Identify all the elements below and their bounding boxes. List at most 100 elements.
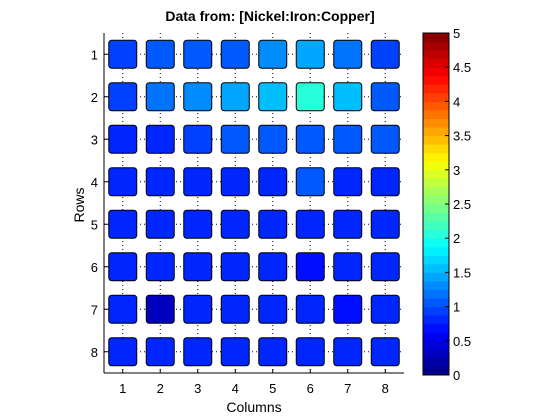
colorbar-tick-label: 0 [453,368,460,383]
colorbar-tick-label: 1 [453,300,460,315]
heatmap-cell [295,209,325,239]
heatmap-cell [145,209,175,239]
colorbar-segment [423,323,449,333]
y-tick-label: 6 [91,260,98,275]
colorbar-segment [423,101,449,111]
colorbar-segment [423,212,449,222]
colorbar-segment [423,238,449,248]
heatmap-cell [258,209,288,239]
heatmap-cell [295,294,325,324]
heatmap-cell [220,82,250,112]
heatmap-cell [370,209,400,239]
heatmap-cell [220,39,250,69]
heatmap-cell [333,252,363,282]
colorbar-segment [423,41,449,51]
colorbar-segment [423,315,449,325]
heatmap-cell [145,39,175,69]
colorbar-segment [423,357,449,367]
colorbar-tick-label: 3.5 [453,129,471,144]
colorbar-segment [423,50,449,60]
colorbar-segment [423,272,449,282]
heatmap-cell [370,167,400,197]
x-tick-label: 4 [232,381,239,396]
colorbar-segment [423,144,449,154]
heatmap-cell [108,294,138,324]
colorbar-segment [423,135,449,145]
colorbar-tick-label: 4.5 [453,60,471,75]
colorbar-segment [423,332,449,342]
x-tick-label: 5 [269,381,276,396]
heatmap-cell [370,294,400,324]
heatmap-cell [145,124,175,154]
heatmap-cell [333,294,363,324]
colorbar-segment [423,152,449,162]
y-tick-label: 1 [91,47,98,62]
heatmap-cell [183,252,213,282]
heatmap-cell [145,82,175,112]
colorbar-segment [423,118,449,128]
heatmap-cell [145,337,175,367]
heatmap-cell [295,337,325,367]
chart-title: Data from: [Nickel:Iron:Copper] [165,8,374,24]
heatmap-cell [183,167,213,197]
heatmap-cell [295,167,325,197]
colorbar-segment [423,280,449,290]
x-tick-label: 7 [344,381,351,396]
heatmap-cell [258,252,288,282]
colorbar: 0 0.5 1 1.5 2 2.5 3 3.5 4 4.5 5 [422,26,471,383]
colorbar-segment [423,255,449,265]
heatmap-cell [108,209,138,239]
heatmap-cell [370,252,400,282]
heatmap-cell [295,124,325,154]
colorbar-segment [423,298,449,308]
heatmap-cell [333,124,363,154]
heatmap-cell [145,167,175,197]
heatmap-cell [220,252,250,282]
heatmap-cell [370,337,400,367]
colorbar-segment [423,161,449,171]
colorbar-segment [423,221,449,231]
heatmap-cell [108,167,138,197]
colorbar-tick-label: 0.5 [453,334,471,349]
heatmap-cell [108,337,138,367]
colorbar-tick-label: 3 [453,163,460,178]
x-tick-label: 8 [382,381,389,396]
heatmap-cell [370,82,400,112]
x-tick-label: 3 [194,381,201,396]
heatmap-cell [145,294,175,324]
heatmap-cell [295,82,325,112]
heatmap-cell [370,39,400,69]
colorbar-segment [423,127,449,137]
colorbar-tick-label: 2 [453,231,460,246]
y-axis-label: Rows [71,187,87,222]
heatmap-cell [370,124,400,154]
y-tick-label: 7 [91,302,98,317]
heatmap-cell [333,209,363,239]
colorbar-segment [423,263,449,273]
heatmap-cell [108,252,138,282]
heatmap-cell [258,167,288,197]
heatmap-cell [108,82,138,112]
x-axis-label: Columns [226,399,281,415]
colorbar-segment [423,306,449,316]
colorbar-segment [423,340,449,350]
heatmap-cell [220,124,250,154]
colorbar-segment [423,109,449,119]
colorbar-segment [423,169,449,179]
heatmap-cell [333,39,363,69]
colorbar-segment [423,246,449,256]
heatmap-cell [295,39,325,69]
heatmap-cell [295,252,325,282]
y-tick-label: 8 [91,345,98,360]
colorbar-segment [423,178,449,188]
heatmap-cell [258,294,288,324]
heatmap-cell [220,209,250,239]
heatmap-cell [333,82,363,112]
heatmap-cell [183,124,213,154]
colorbar-segment [423,84,449,94]
colorbar-segment [423,349,449,359]
heatmap-cell [258,39,288,69]
plot-area: 1 2 3 4 5 6 7 8 1 2 3 4 5 6 7 8 [91,33,404,396]
colorbar-segment [423,75,449,85]
heatmap-cell [183,337,213,367]
